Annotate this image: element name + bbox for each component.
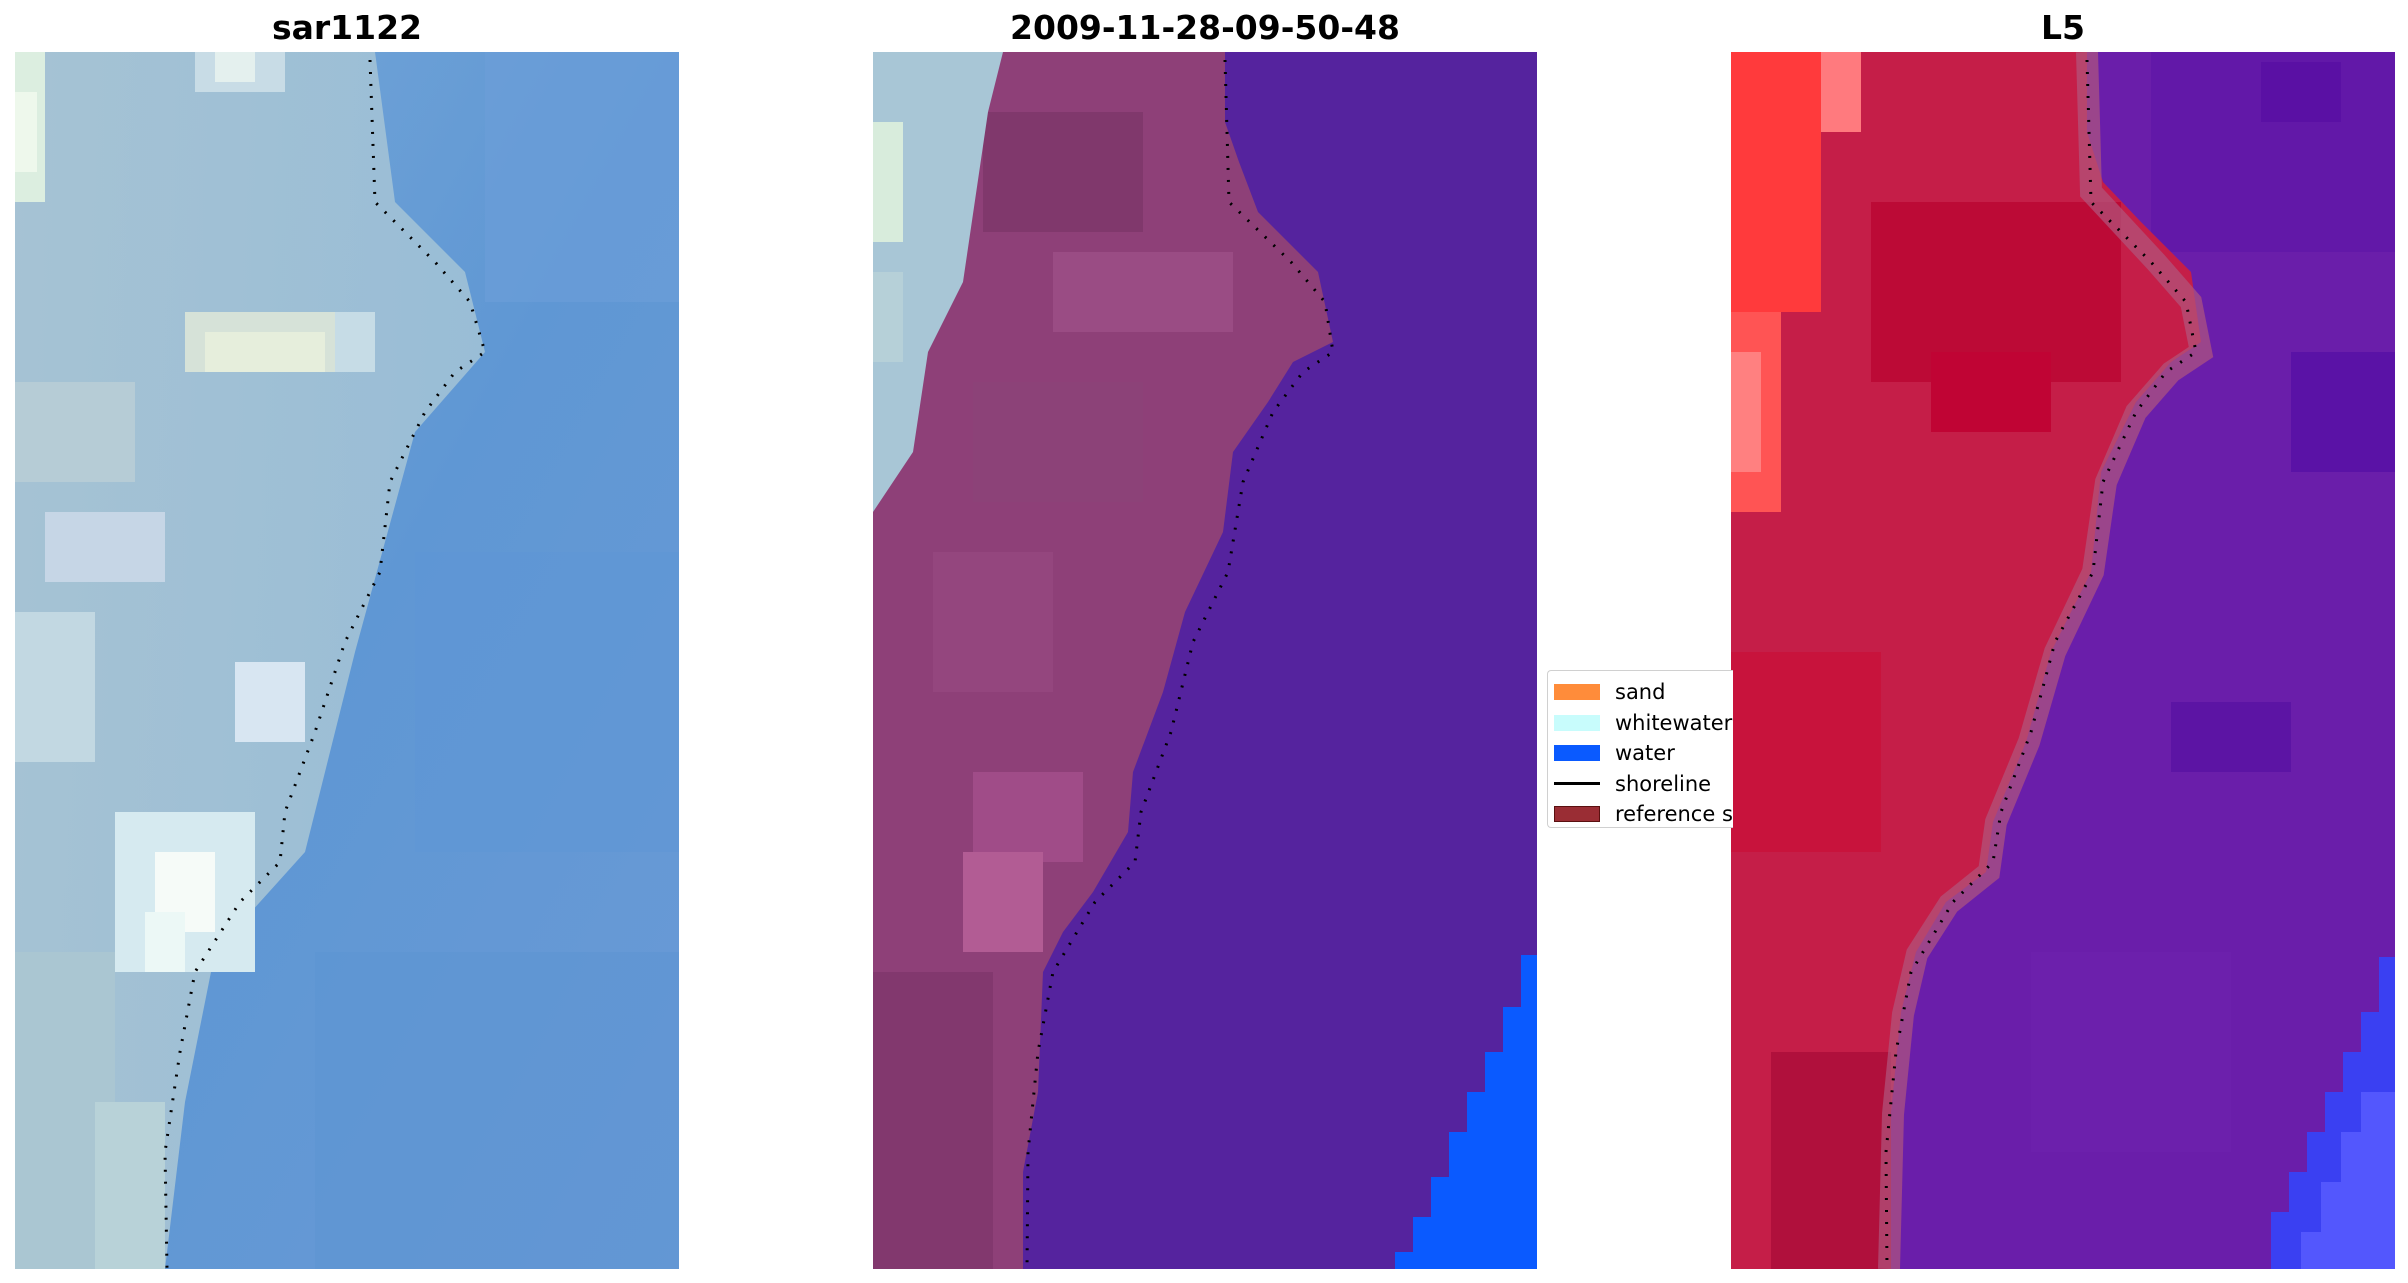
rgb-image xyxy=(15,52,679,1269)
shoreline-classified xyxy=(1025,59,1335,1269)
classified-image-panel xyxy=(873,52,1537,1269)
mndwi-water-texture xyxy=(2031,52,2395,1152)
legend-label-sand: sand xyxy=(1615,680,1666,705)
legend-label-water: water xyxy=(1615,741,1675,766)
shoreline-mndwi xyxy=(1884,59,2198,1269)
legend-item-sand: sand xyxy=(1548,677,1733,708)
mndwi-image-panel xyxy=(1731,52,2395,1269)
rgb-image-panel xyxy=(15,52,679,1269)
legend-label-reference: reference s xyxy=(1615,802,1733,827)
rgb-pixel-texture xyxy=(15,52,679,1269)
legend-label-shoreline: shoreline xyxy=(1615,771,1712,796)
panel-title-rgb: sar1122 xyxy=(271,8,423,47)
whitewater-swatch xyxy=(1554,714,1600,731)
panel-title-classified: 2009-11-28-09-50-48 xyxy=(1010,8,1400,47)
shoreline-line-swatch xyxy=(1554,782,1600,786)
mndwi-land-texture xyxy=(1731,52,2121,1269)
legend-item-water: water xyxy=(1548,738,1733,769)
classified-land-texture xyxy=(873,112,1233,1269)
legend-item-shoreline: shoreline xyxy=(1548,769,1733,800)
legend-item-whitewater: whitewater xyxy=(1548,708,1733,739)
panel-title-mndwi: L5 xyxy=(2041,8,2085,47)
mndwi-image xyxy=(1731,52,2395,1269)
legend-item-reference: reference s xyxy=(1548,799,1733,827)
sand-swatch xyxy=(1554,684,1600,701)
water-swatch xyxy=(1554,745,1600,762)
legend: sand whitewater water shoreline referenc… xyxy=(1547,670,1733,828)
legend-label-whitewater: whitewater xyxy=(1615,710,1733,735)
classified-image xyxy=(873,52,1537,1269)
reference-swatch xyxy=(1554,806,1600,823)
